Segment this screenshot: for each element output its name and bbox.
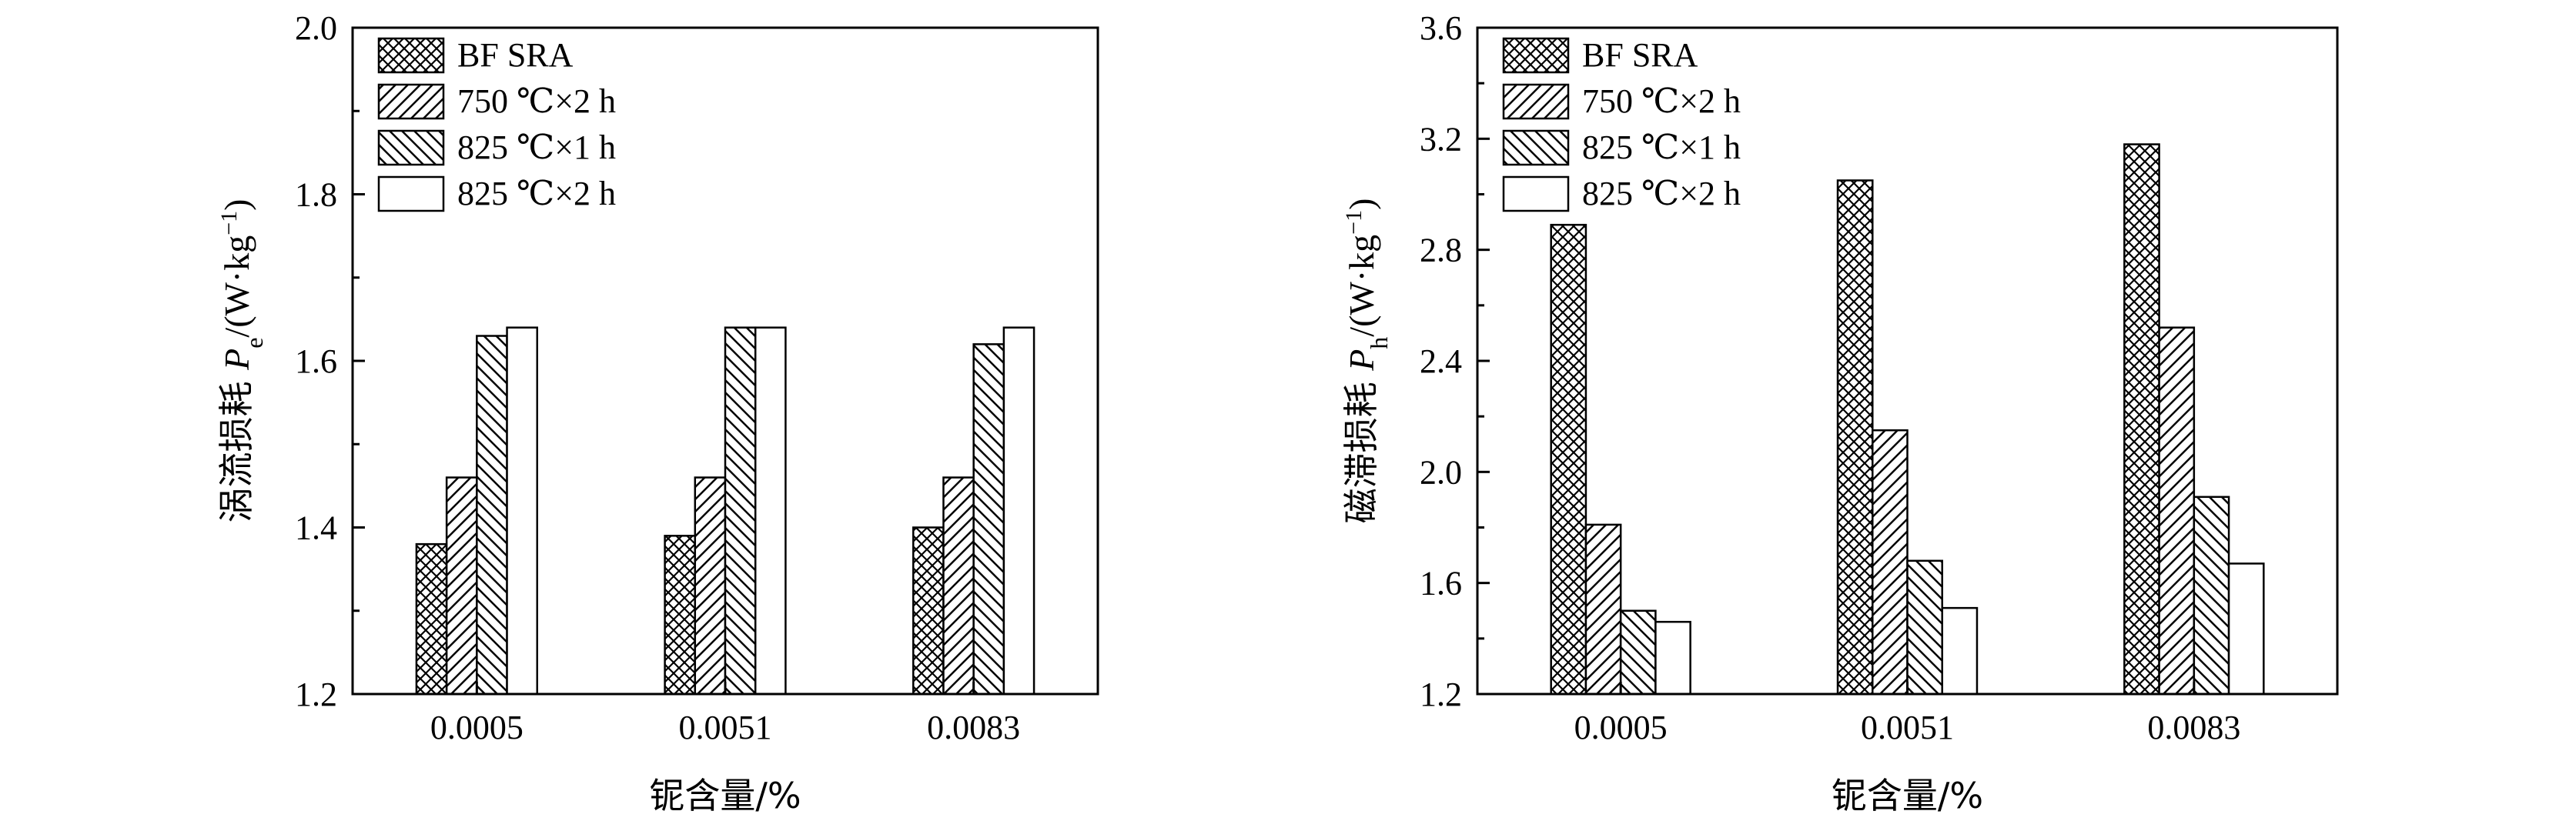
y-tick-label: 2.0 — [1420, 453, 1462, 491]
y-tick-label: 2.0 — [295, 9, 337, 47]
legend-swatch — [1502, 83, 1570, 120]
legend-swatch — [1502, 175, 1570, 212]
y-tick-label: 3.6 — [1420, 9, 1462, 47]
x-tick-label: 0.0051 — [1861, 709, 1954, 746]
legend-label: 750 ℃×2 h — [457, 82, 616, 120]
bar-825-2-h-0.0051 — [754, 326, 787, 696]
y-axis-label-unit-exponent: −1 — [1341, 210, 1367, 235]
legend-label: 825 ℃×1 h — [1582, 128, 1741, 166]
y-axis-label-text: 涡流损耗 — [216, 370, 257, 523]
legend-label: 825 ℃×2 h — [457, 175, 616, 212]
bar-750-2-h-0.0005 — [445, 476, 478, 696]
legend-label: 750 ℃×2 h — [1582, 82, 1741, 120]
legend-swatch — [1502, 129, 1570, 166]
y-axis-label: 磁滞损耗 Ph/(W·kg−1) — [1340, 199, 1393, 524]
hysteresis-loss-chart: 1.2 1.6 2.0 2.4 2.8 3.2 3.6 0.0005 0.0051 0.0083 铌… — [1340, 9, 2339, 816]
bar-750-2-h-0.0083 — [942, 476, 975, 696]
x-tick-label: 0.0005 — [430, 709, 524, 746]
y-axis-label-text: 磁滞损耗 — [1340, 371, 1382, 524]
legend-label: 825 ℃×1 h — [457, 128, 616, 166]
y-tick-label: 1.6 — [1420, 565, 1462, 602]
bar-825-1-h-0.0083 — [2193, 496, 2230, 696]
legend-label: BF SRA — [1582, 36, 1698, 74]
y-axis-label-symbol: P — [217, 349, 256, 371]
y-axis-label-unit-exponent: −1 — [216, 211, 242, 235]
eddy-current-loss-chart: 1.2 1.4 1.6 1.8 2.0 0.0005 0.0051 0.0083 铌含量/% 涡流… — [216, 9, 1099, 816]
y-tick-label: 2.4 — [1420, 342, 1462, 380]
y-axis-label-subscript: e — [240, 338, 268, 349]
y-axis-label-symbol: P — [1342, 349, 1381, 372]
bar-825-1-h-0.0083 — [972, 343, 1005, 696]
bar-bf-sra-0.0005 — [1550, 223, 1587, 696]
y-axis-label-unit: /(W·kg — [1342, 235, 1381, 337]
x-tick-label: 0.0083 — [927, 709, 1020, 746]
y-tick-label: 3.2 — [1420, 120, 1462, 158]
x-axis-label: 铌含量/% — [1832, 775, 1983, 816]
bar-825-2-h-0.0005 — [1654, 620, 1691, 696]
bar-750-2-h-0.0083 — [2158, 326, 2196, 696]
legend-swatch — [377, 129, 445, 166]
bar-825-2-h-0.0083 — [2227, 562, 2265, 696]
y-tick-label: 1.2 — [295, 676, 337, 713]
bar-825-1-h-0.0051 — [724, 326, 757, 696]
bar-825-1-h-0.0051 — [1906, 559, 1943, 696]
y-axis-label-unit-close: ) — [1342, 199, 1381, 210]
bar-825-1-h-0.0005 — [1619, 609, 1657, 696]
bar-bf-sra-0.0051 — [664, 535, 697, 696]
bar-750-2-h-0.0051 — [1872, 429, 1909, 696]
bar-bf-sra-0.0005 — [415, 542, 448, 696]
legend: BF SRA 750 ℃×2 h 825 ℃×1 h 825 ℃×2 h — [1502, 36, 1741, 212]
legend-swatch — [1502, 37, 1570, 74]
y-tick-label: 1.2 — [1420, 676, 1462, 713]
x-tick-label: 0.0083 — [2147, 709, 2240, 746]
bar-825-2-h-0.0005 — [506, 326, 538, 696]
bar-825-2-h-0.0083 — [1002, 326, 1035, 696]
x-tick-label: 0.0051 — [679, 709, 772, 746]
y-axis-label-unit: /(W·kg — [217, 235, 256, 338]
y-axis-label: 涡流损耗 Pe/(W·kg−1) — [216, 199, 268, 522]
legend-label: BF SRA — [457, 36, 574, 74]
legend: BF SRA 750 ℃×2 h 825 ℃×1 h 825 ℃×2 h — [377, 36, 616, 212]
legend-swatch — [377, 37, 445, 74]
y-tick-label: 1.6 — [295, 342, 337, 380]
bar-bf-sra-0.0083 — [2123, 143, 2160, 696]
legend-swatch — [377, 175, 445, 212]
y-axis-label-subscript: h — [1365, 337, 1393, 349]
y-tick-label: 2.8 — [1420, 232, 1462, 269]
legend-swatch — [377, 83, 445, 120]
bar-750-2-h-0.0005 — [1584, 523, 1622, 696]
bar-825-2-h-0.0051 — [1941, 606, 1979, 696]
y-tick-label: 1.4 — [295, 509, 337, 547]
bar-825-1-h-0.0005 — [476, 335, 508, 696]
y-axis-label-unit-close: ) — [217, 199, 256, 210]
x-axis-label: 铌含量/% — [649, 775, 801, 816]
bar-750-2-h-0.0051 — [694, 476, 727, 696]
y-tick-label: 1.8 — [295, 176, 337, 214]
bar-bf-sra-0.0083 — [912, 526, 945, 696]
legend-label: 825 ℃×2 h — [1582, 175, 1741, 212]
bar-bf-sra-0.0051 — [1836, 179, 1874, 696]
x-tick-label: 0.0005 — [1574, 709, 1668, 746]
